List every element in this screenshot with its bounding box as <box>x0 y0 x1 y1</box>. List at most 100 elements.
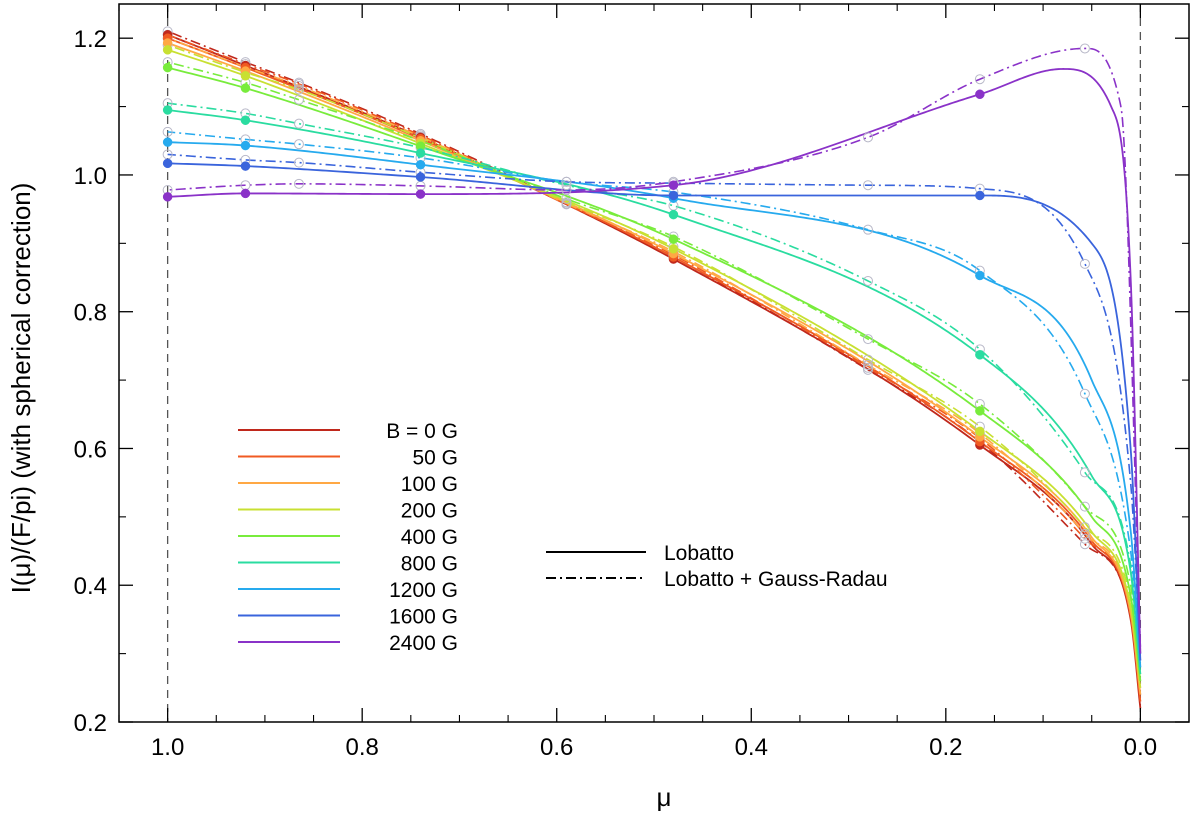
series-3-open-point-2 <box>293 84 304 95</box>
series-6-point-4 <box>975 270 985 281</box>
series-7-point-1 <box>240 161 251 171</box>
series-3-point-1 <box>240 71 251 81</box>
series-8-open-point-7 <box>974 74 985 85</box>
series-4-open-point-6 <box>863 334 873 345</box>
series-6-point-1 <box>240 140 251 151</box>
series-3-open-point-8 <box>1079 522 1090 533</box>
y-tick-label-1: 0.4 <box>74 573 107 600</box>
legend-label-7: 1600 G <box>389 606 458 629</box>
series-solid-6 <box>167 141 1142 668</box>
series-dashdot-0 <box>167 30 1142 702</box>
series-solid-2 <box>167 42 1142 695</box>
style-legend-label-0: Lobatto <box>664 542 734 565</box>
legend-label-6: 1200 G <box>389 579 458 602</box>
series-6-point-2 <box>415 159 426 170</box>
line-style-legend: Lobatto Lobatto + Gauss-Radau <box>546 542 888 591</box>
series-6-open-point-8 <box>1079 388 1090 399</box>
y-tick-label-3: 0.8 <box>74 300 107 327</box>
series-5-open-point-4 <box>561 180 572 191</box>
series-8-point-0 <box>162 192 173 202</box>
series-3-point-0 <box>162 45 173 55</box>
legend-label-8: 2400 G <box>389 632 458 655</box>
series-2-open-point-8 <box>1079 528 1090 539</box>
series-solid-5 <box>167 109 1142 675</box>
series-3-point-4 <box>975 426 985 437</box>
series-5-point-4 <box>975 350 985 360</box>
color-legend: B = 0 G 50 G 100 G 200 G 400 G 800 G 1200 G 160… <box>238 420 458 655</box>
series-8-point-2 <box>415 189 426 199</box>
series-4-point-1 <box>240 83 251 93</box>
y-tick-label-4: 1.0 <box>74 163 107 190</box>
series-solid-7 <box>167 162 1142 661</box>
series-4-open-point-2 <box>293 94 304 105</box>
axis-tick-labels: 1.0 0.8 0.6 0.4 0.2 0.0 0.2 0.4 0.6 0.8 1.0 1.2 <box>74 26 1157 761</box>
series-dashdot-7 <box>167 153 1142 654</box>
series-7-point-0 <box>162 158 173 169</box>
legend-label-3: 200 G <box>401 500 458 523</box>
series-3-open-point-6 <box>863 354 873 365</box>
series-8-open-point-6 <box>863 132 873 143</box>
x-tick-label-0: 1.0 <box>151 734 184 761</box>
series-7-point-3 <box>668 190 679 201</box>
series-5-open-point-8 <box>1079 467 1090 478</box>
x-tick-label-3: 0.4 <box>735 734 768 761</box>
series-5-point-0 <box>162 105 173 115</box>
series-5-point-1 <box>240 115 251 125</box>
series-dashdot-8 <box>167 47 1142 647</box>
series-dashdot-2 <box>167 37 1142 688</box>
series-7-point-4 <box>975 190 985 201</box>
series-8-open-point-4 <box>561 184 572 195</box>
style-legend-label-1: Lobatto + Gauss-Radau <box>664 568 888 591</box>
series-5-point-2 <box>415 148 426 158</box>
series-3-open-point-4 <box>561 197 572 208</box>
data-markers <box>162 26 1090 550</box>
series-dashdot-6 <box>167 131 1142 661</box>
series-1-open-point-6 <box>863 362 873 373</box>
legend-label-2: 100 G <box>401 473 458 496</box>
series-4-point-4 <box>975 406 985 416</box>
reference-lines <box>166 4 1142 722</box>
y-axis-label: I(μ)/(F/pi) (with spherical correction) <box>6 183 36 594</box>
x-tick-label-2: 0.6 <box>540 734 573 761</box>
y-tick-label-5: 1.2 <box>74 26 107 53</box>
series-7-point-2 <box>415 172 426 182</box>
series-solid-8 <box>167 68 1142 654</box>
series-2-open-point-2 <box>293 81 304 92</box>
y-tick-label-2: 0.6 <box>74 436 107 463</box>
axis-ticks <box>118 4 1189 723</box>
series-6-point-0 <box>162 137 173 147</box>
series-5-open-point-6 <box>863 275 873 286</box>
series-8-point-4 <box>975 89 985 100</box>
series-4-open-point-8 <box>1079 501 1090 512</box>
series-dashdot-4 <box>167 61 1142 675</box>
x-tick-label-1: 0.8 <box>345 734 378 761</box>
series-dashdot-1 <box>167 34 1142 695</box>
legend-label-0: B = 0 G <box>386 420 458 443</box>
series-5-point-3 <box>668 209 679 220</box>
series-6-open-point-0 <box>162 126 173 137</box>
x-tick-label-4: 0.2 <box>929 734 962 761</box>
series-0-open-point-8 <box>1079 539 1090 550</box>
series-6-open-point-6 <box>863 224 873 235</box>
series-5-open-point-2 <box>293 118 304 129</box>
legend-label-4: 400 G <box>401 526 458 549</box>
x-axis-label: μ <box>657 782 672 812</box>
series-8-open-point-2 <box>293 178 304 189</box>
series-4-point-0 <box>162 62 173 73</box>
legend-label-5: 800 G <box>401 553 458 576</box>
series-7-open-point-4 <box>561 176 572 187</box>
series-8-point-3 <box>668 180 679 190</box>
series-6-open-point-2 <box>293 139 304 150</box>
series-dashdot-3 <box>167 44 1142 682</box>
x-tick-label-5: 0.0 <box>1124 734 1157 761</box>
series-2-open-point-6 <box>863 360 873 371</box>
series-4-point-3 <box>668 234 679 244</box>
series-7-open-point-2 <box>293 157 304 168</box>
y-tick-label-0: 0.2 <box>74 710 107 737</box>
series-7-open-point-6 <box>863 180 873 191</box>
series-7-open-point-8 <box>1079 258 1090 269</box>
series-dashdot-5 <box>167 102 1142 668</box>
series-8-point-1 <box>240 188 251 199</box>
